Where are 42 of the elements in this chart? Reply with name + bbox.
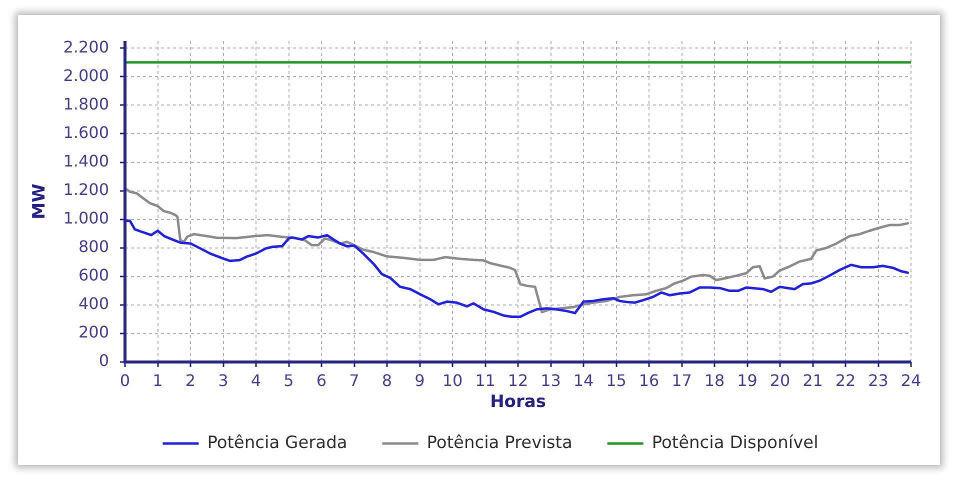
legend-label: Potência Disponível: [652, 432, 818, 453]
x-tick-label: 17: [672, 370, 692, 390]
x-tick-label: 23: [868, 370, 888, 390]
x-tick-label: 3: [218, 370, 228, 390]
legend-label: Potência Gerada: [207, 432, 348, 453]
x-tick-label: 6: [316, 370, 327, 390]
x-tick-label: 15: [606, 370, 626, 390]
x-tick-label: 10: [442, 370, 463, 390]
y-tick-label: 1.400: [63, 151, 109, 170]
x-tick-label: 20: [770, 370, 790, 390]
y-tick-label: 0: [98, 351, 109, 370]
y-axis-title: MW: [30, 183, 50, 220]
x-tick-label: 12: [508, 370, 528, 390]
x-tick-label: 4: [250, 370, 262, 390]
x-axis-title: Horas: [490, 392, 546, 412]
x-tick-label: 1: [152, 370, 163, 390]
x-tick-label: 9: [414, 370, 425, 390]
x-tick-label: 14: [573, 370, 594, 390]
x-tick-label: 8: [382, 370, 392, 390]
x-tick-label: 13: [540, 370, 561, 390]
y-tick-label: 1.800: [63, 94, 109, 114]
x-tick-label: 5: [284, 370, 294, 390]
x-tick-label: 24: [900, 370, 922, 390]
y-tick-label: 2.000: [63, 66, 109, 85]
x-tick-label: 0: [120, 370, 130, 390]
x-tick-label: 18: [704, 370, 725, 390]
y-tick-label: 1.200: [63, 180, 109, 199]
x-tick-label: 2: [185, 370, 196, 390]
y-tick-label: 600: [78, 266, 109, 285]
y-tick-label: 800: [78, 237, 109, 256]
legend-label: Potência Prevista: [426, 432, 572, 453]
y-tick-label: 1.600: [63, 122, 109, 142]
y-tick-label: 200: [78, 322, 109, 342]
y-tick-label: 1.000: [63, 208, 109, 228]
x-tick-label: 21: [802, 370, 823, 390]
x-tick-label: 16: [638, 370, 660, 390]
y-tick-label: 2.200: [63, 37, 109, 56]
x-tick-label: 22: [835, 370, 856, 390]
x-tick-label: 19: [737, 370, 758, 390]
x-tick-label: 11: [475, 370, 496, 390]
x-tick-label: 7: [349, 370, 360, 390]
y-tick-label: 400: [78, 294, 109, 314]
